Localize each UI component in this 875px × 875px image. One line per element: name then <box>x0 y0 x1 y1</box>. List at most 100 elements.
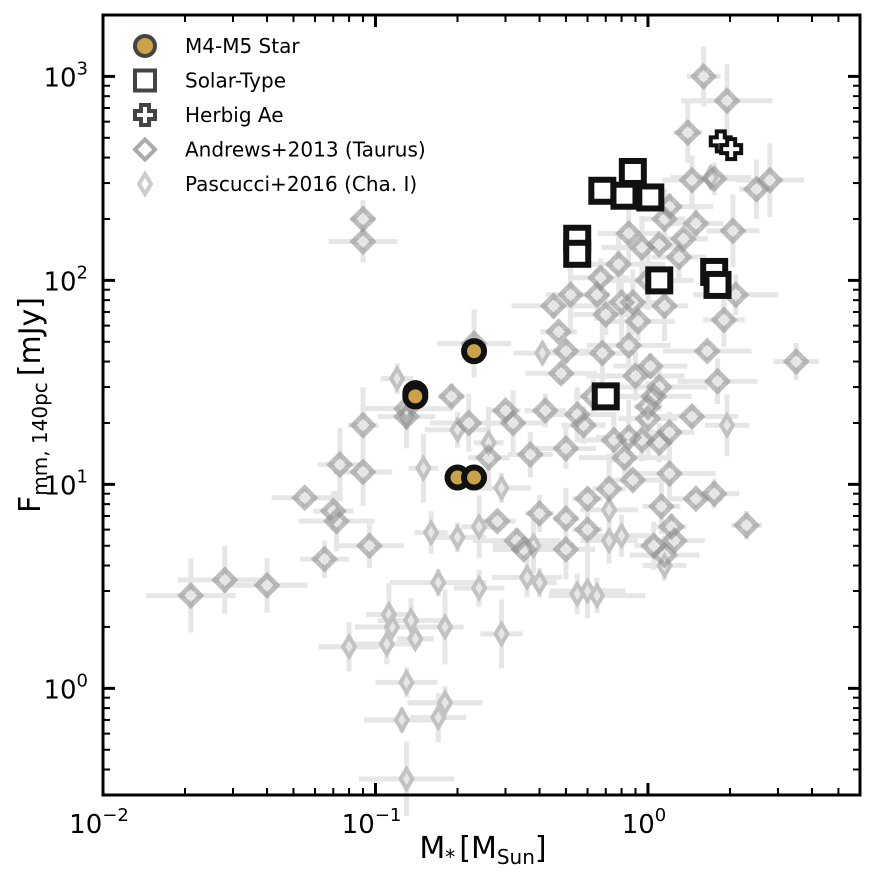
andrews-point <box>713 87 741 115</box>
pascucci-point <box>493 619 510 648</box>
pascucci-point <box>534 339 551 367</box>
andrews-point <box>719 217 747 245</box>
andrews-point <box>634 405 662 433</box>
y-tick-label: 100 <box>43 670 88 705</box>
andrews-point <box>573 516 602 544</box>
pascucci-point <box>613 521 630 550</box>
series-m4-m5-star <box>402 338 488 491</box>
andrews-point <box>552 434 580 462</box>
pascucci-point <box>393 706 411 734</box>
andrews-point <box>693 337 721 365</box>
legend-label: Andrews+2013 (Taurus) <box>185 138 426 162</box>
solar-type-point <box>591 382 620 411</box>
andrews-point <box>547 359 575 387</box>
andrews-point <box>177 582 205 610</box>
x-axis-label-sub1: * <box>445 845 455 869</box>
andrews-point <box>211 566 239 594</box>
andrews-point <box>475 444 503 472</box>
andrews-point <box>355 532 383 560</box>
pascucci-point <box>600 526 618 555</box>
error-bars <box>146 46 819 816</box>
legend-label: Solar-Type <box>185 69 286 93</box>
andrews-point <box>700 480 728 508</box>
m4-m5-point <box>402 383 429 410</box>
andrews-point <box>291 484 319 512</box>
andrews-point <box>610 444 639 472</box>
pascucci-point <box>531 568 548 597</box>
x-tick-label: 100 <box>622 805 667 840</box>
pascucci-point <box>480 428 497 457</box>
legend-marker-m4-m5 <box>133 34 157 58</box>
andrews-point <box>552 337 580 365</box>
andrews-point <box>592 301 620 329</box>
andrews-point <box>645 373 673 401</box>
legend-marker-herbig-ae <box>133 103 157 127</box>
andrews-point <box>732 511 761 539</box>
y-axis-label: Fmm, 140pc [mJy] <box>13 297 52 513</box>
pascucci-point <box>518 563 536 592</box>
y-tick-label: 102 <box>43 262 88 297</box>
pascucci-point <box>436 688 454 717</box>
andrews-point <box>483 507 511 535</box>
series-andrews-2013 <box>177 62 810 610</box>
legend-marker-pascucci <box>136 170 154 198</box>
andrews-point <box>615 331 643 359</box>
andrews-point <box>552 504 580 533</box>
x-tick-label: 10−1 <box>342 805 402 840</box>
y-tick-label: 101 <box>43 466 88 501</box>
andrews-point <box>326 451 354 479</box>
pascucci-point <box>718 411 736 440</box>
x-axis-label-unit: M <box>471 831 497 866</box>
andrews-point <box>499 409 527 437</box>
andrews-point <box>650 541 679 569</box>
pascucci-point <box>406 624 424 653</box>
solar-type-point <box>618 157 647 186</box>
solar-type-point <box>636 183 665 212</box>
andrews-point <box>660 527 688 555</box>
andrews-point <box>674 119 702 147</box>
andrews-point <box>569 411 598 439</box>
pascucci-point <box>415 454 432 483</box>
pascucci-point <box>383 613 401 641</box>
y-axis-label-base: F <box>13 496 48 513</box>
andrews-point <box>253 571 281 599</box>
legend-label: M4-M5 Star <box>185 34 300 58</box>
x-axis-label-base: M <box>419 831 445 866</box>
andrews-point <box>669 225 698 253</box>
andrews-point <box>323 507 351 535</box>
pascucci-point <box>493 474 510 502</box>
andrews-point <box>510 535 538 563</box>
y-axis-label-sub: mm, 140pc <box>28 382 52 496</box>
andrews-point <box>557 281 585 309</box>
andrews-point <box>650 292 679 320</box>
andrews-point <box>349 411 377 439</box>
andrews-point <box>437 382 465 410</box>
m4-m5-point <box>461 464 488 491</box>
solar-type-point <box>563 239 592 268</box>
andrews-point <box>656 418 684 446</box>
andrews-point <box>595 475 623 503</box>
solar-type-point <box>703 270 732 299</box>
pascucci-point <box>340 632 358 661</box>
pascucci-point <box>388 364 406 393</box>
andrews-point <box>349 458 377 486</box>
andrews-point <box>573 485 602 513</box>
andrews-point <box>628 426 656 454</box>
x-tick-label: 10−2 <box>69 805 129 840</box>
pascucci-point <box>470 574 488 603</box>
andrews-point <box>678 403 706 431</box>
series-pascucci-2016 <box>340 163 736 793</box>
andrews-point <box>588 339 616 367</box>
andrews-point <box>583 281 611 309</box>
y-tick-label: 103 <box>43 58 88 93</box>
andrews-point <box>782 348 810 376</box>
andrews-point <box>636 352 664 380</box>
andrews-point <box>552 535 580 563</box>
series-solar-type <box>563 157 732 411</box>
andrews-point <box>621 362 650 390</box>
pascucci-point <box>449 523 466 552</box>
andrews-point <box>310 545 339 573</box>
andrews-point <box>645 230 673 259</box>
pascucci-point <box>422 518 440 547</box>
andrews-point <box>319 497 347 525</box>
